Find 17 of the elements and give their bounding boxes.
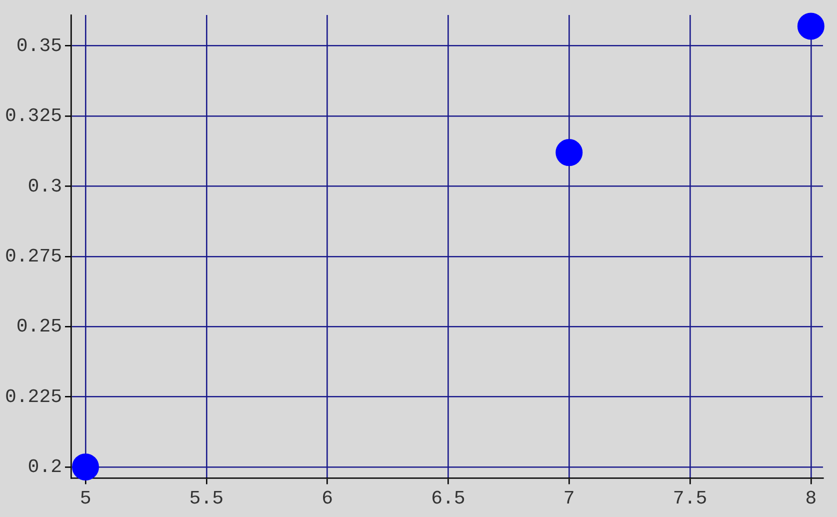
x-tick-label: 6.5 xyxy=(431,488,466,510)
y-tick-label: 0.25 xyxy=(16,316,62,338)
y-tick-label: 0.3 xyxy=(28,175,62,198)
x-tick-label: 8 xyxy=(805,488,817,510)
x-tick-label: 5 xyxy=(80,488,92,510)
y-tick-label: 0.2 xyxy=(28,456,62,478)
x-tick-label: 7 xyxy=(563,488,575,510)
point xyxy=(797,12,824,40)
x-tick-label: 5.5 xyxy=(189,488,224,510)
point xyxy=(556,139,583,166)
x-tick-label: 7.5 xyxy=(672,488,708,510)
y-tick-label: 0.275 xyxy=(4,245,62,268)
y-tick-label: 0.225 xyxy=(4,386,62,408)
x-tick-label: 6 xyxy=(322,488,334,510)
y-tick-label: 0.325 xyxy=(4,105,62,128)
point xyxy=(72,453,100,480)
y-tick-label: 0.35 xyxy=(16,34,62,57)
